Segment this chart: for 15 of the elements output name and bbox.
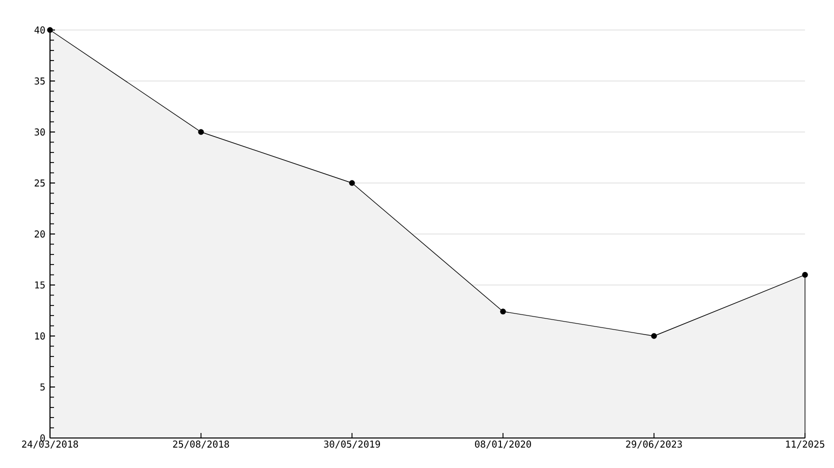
- x-tick-label: 25/08/2018: [173, 440, 229, 448]
- y-tick-label: 10: [35, 332, 45, 340]
- x-tick-label: 29/06/2023: [626, 440, 682, 448]
- y-tick-label: 40: [34, 26, 45, 34]
- x-tick-label: 11/2025: [786, 440, 824, 448]
- x-tick-label: 30/05/2019: [324, 440, 380, 448]
- y-tick-label: 30: [34, 128, 45, 136]
- y-tick-label: 35: [34, 77, 45, 85]
- x-tick-label: 08/01/2020: [475, 440, 531, 448]
- y-tick-label: 20: [34, 230, 45, 238]
- y-tick-label: 5: [40, 383, 45, 391]
- y-tick-label: 25: [34, 179, 45, 187]
- x-tick-label: 24/03/2018: [22, 440, 78, 448]
- y-tick-label: 15: [35, 281, 45, 289]
- y-tick-label: 0: [40, 434, 45, 442]
